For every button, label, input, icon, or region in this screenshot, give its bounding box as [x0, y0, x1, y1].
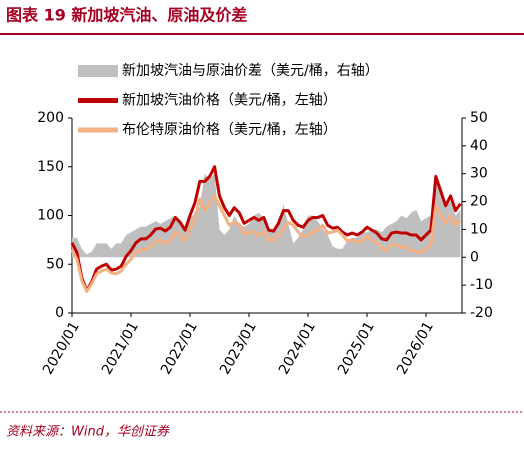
- x-tick-label: 2021/01: [99, 319, 142, 377]
- line: [70, 194, 462, 294]
- y2-tick-label: -20: [470, 305, 493, 321]
- y-tick-label: 50: [46, 256, 64, 272]
- area: [72, 173, 461, 258]
- y2-tick-label: 10: [470, 221, 488, 237]
- y-tick-label: 100: [37, 208, 64, 224]
- legend-label: 新加坡汽油价格（美元/桶，左轴）: [122, 93, 337, 109]
- y-tick-label: 0: [55, 305, 64, 321]
- y-tick-label: 150: [37, 159, 64, 175]
- x-tick-label: 2020/01: [40, 319, 83, 377]
- line: [70, 165, 462, 293]
- y2-tick-label: 0: [470, 249, 479, 265]
- y-tick-label: 200: [37, 110, 64, 126]
- y2-tick-label: 40: [470, 138, 488, 154]
- legend-label: 布伦特原油价格（美元/桶，左轴）: [122, 122, 337, 138]
- y2-tick-label: -10: [470, 277, 493, 293]
- chart-title: 图表 19 新加坡汽油、原油及价差: [6, 6, 247, 25]
- legend-label: 新加坡汽油与原油价差（美元/桶，右轴）: [122, 63, 379, 79]
- y2-tick-label: 50: [470, 110, 488, 126]
- y2-tick-label: 30: [470, 166, 488, 182]
- x-tick-label: 2024/01: [276, 319, 319, 377]
- x-tick-label: 2022/01: [158, 319, 201, 377]
- source: 资料来源：Wind，华创证券: [6, 425, 170, 440]
- x-tick-label: 2026/01: [394, 319, 437, 377]
- title-rule: [0, 33, 524, 35]
- x-tick-label: 2023/01: [217, 319, 260, 377]
- x-tick-label: 2025/01: [335, 319, 378, 377]
- legend-swatch: [78, 65, 118, 77]
- y2-tick-label: 20: [470, 194, 488, 210]
